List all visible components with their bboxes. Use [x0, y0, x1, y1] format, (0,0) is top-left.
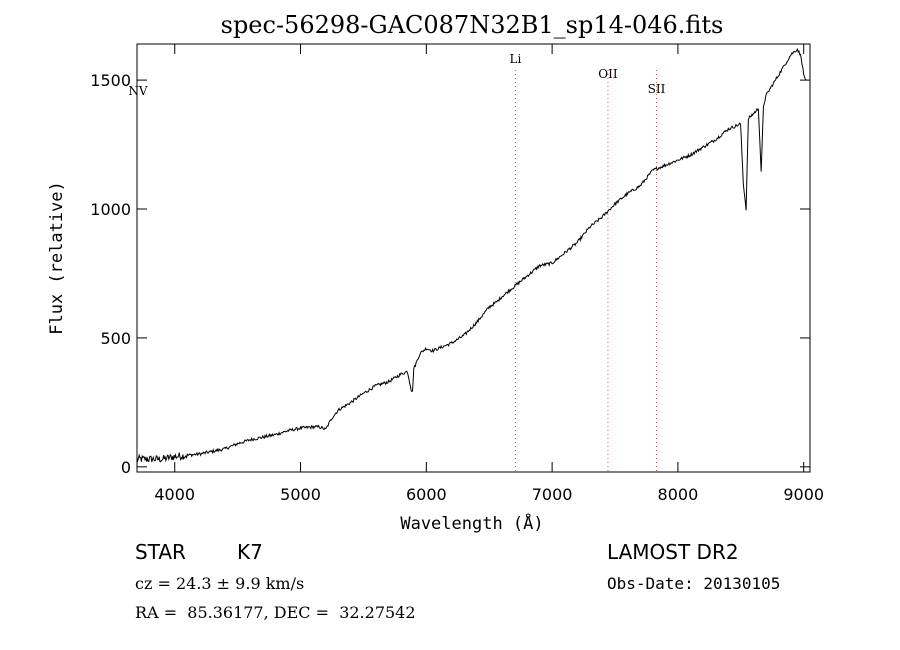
plot-frame: [136, 43, 811, 473]
coordinates: RA = 85.36177, DEC = 32.27542: [135, 603, 416, 622]
axis-ticks: 4000 5000 6000 7000 8000 9000 0 500 1000 1500: [90, 44, 824, 504]
line-marker-label: SII: [648, 82, 666, 96]
x-tick-label: 7000: [532, 485, 573, 504]
y-tick-label: 1500: [90, 71, 131, 90]
y-axis-label: Flux (relative): [47, 181, 67, 335]
y-tick-label: 0: [121, 458, 131, 477]
edge-label: NV: [128, 84, 148, 98]
x-tick-label: 8000: [658, 485, 699, 504]
series-layer: [136, 47, 807, 463]
y-tick-label: 500: [100, 329, 131, 348]
x-tick-label: 9000: [783, 485, 824, 504]
y-tick-label: 1000: [90, 200, 131, 219]
line-marker-label: Li: [509, 52, 521, 66]
obs-date: Obs-Date: 20130105: [607, 574, 781, 593]
survey-name: LAMOST DR2: [607, 540, 739, 564]
chart-title: spec-56298-GAC087N32B1_sp14-046.fits: [221, 11, 724, 39]
x-tick-label: 5000: [280, 485, 321, 504]
spectral-line-markers: Li OII SII: [509, 52, 666, 472]
subclass: K7: [237, 540, 263, 564]
object-class: STAR: [135, 540, 186, 564]
x-tick-label: 6000: [406, 485, 447, 504]
line-marker-label: OII: [598, 67, 618, 81]
x-axis-label: Wavelength (Å): [400, 512, 543, 534]
cz-value: cz = 24.3 ± 9.9 km/s: [135, 574, 305, 593]
x-tick-label: 4000: [154, 485, 195, 504]
spectrum-line: [136, 47, 807, 463]
